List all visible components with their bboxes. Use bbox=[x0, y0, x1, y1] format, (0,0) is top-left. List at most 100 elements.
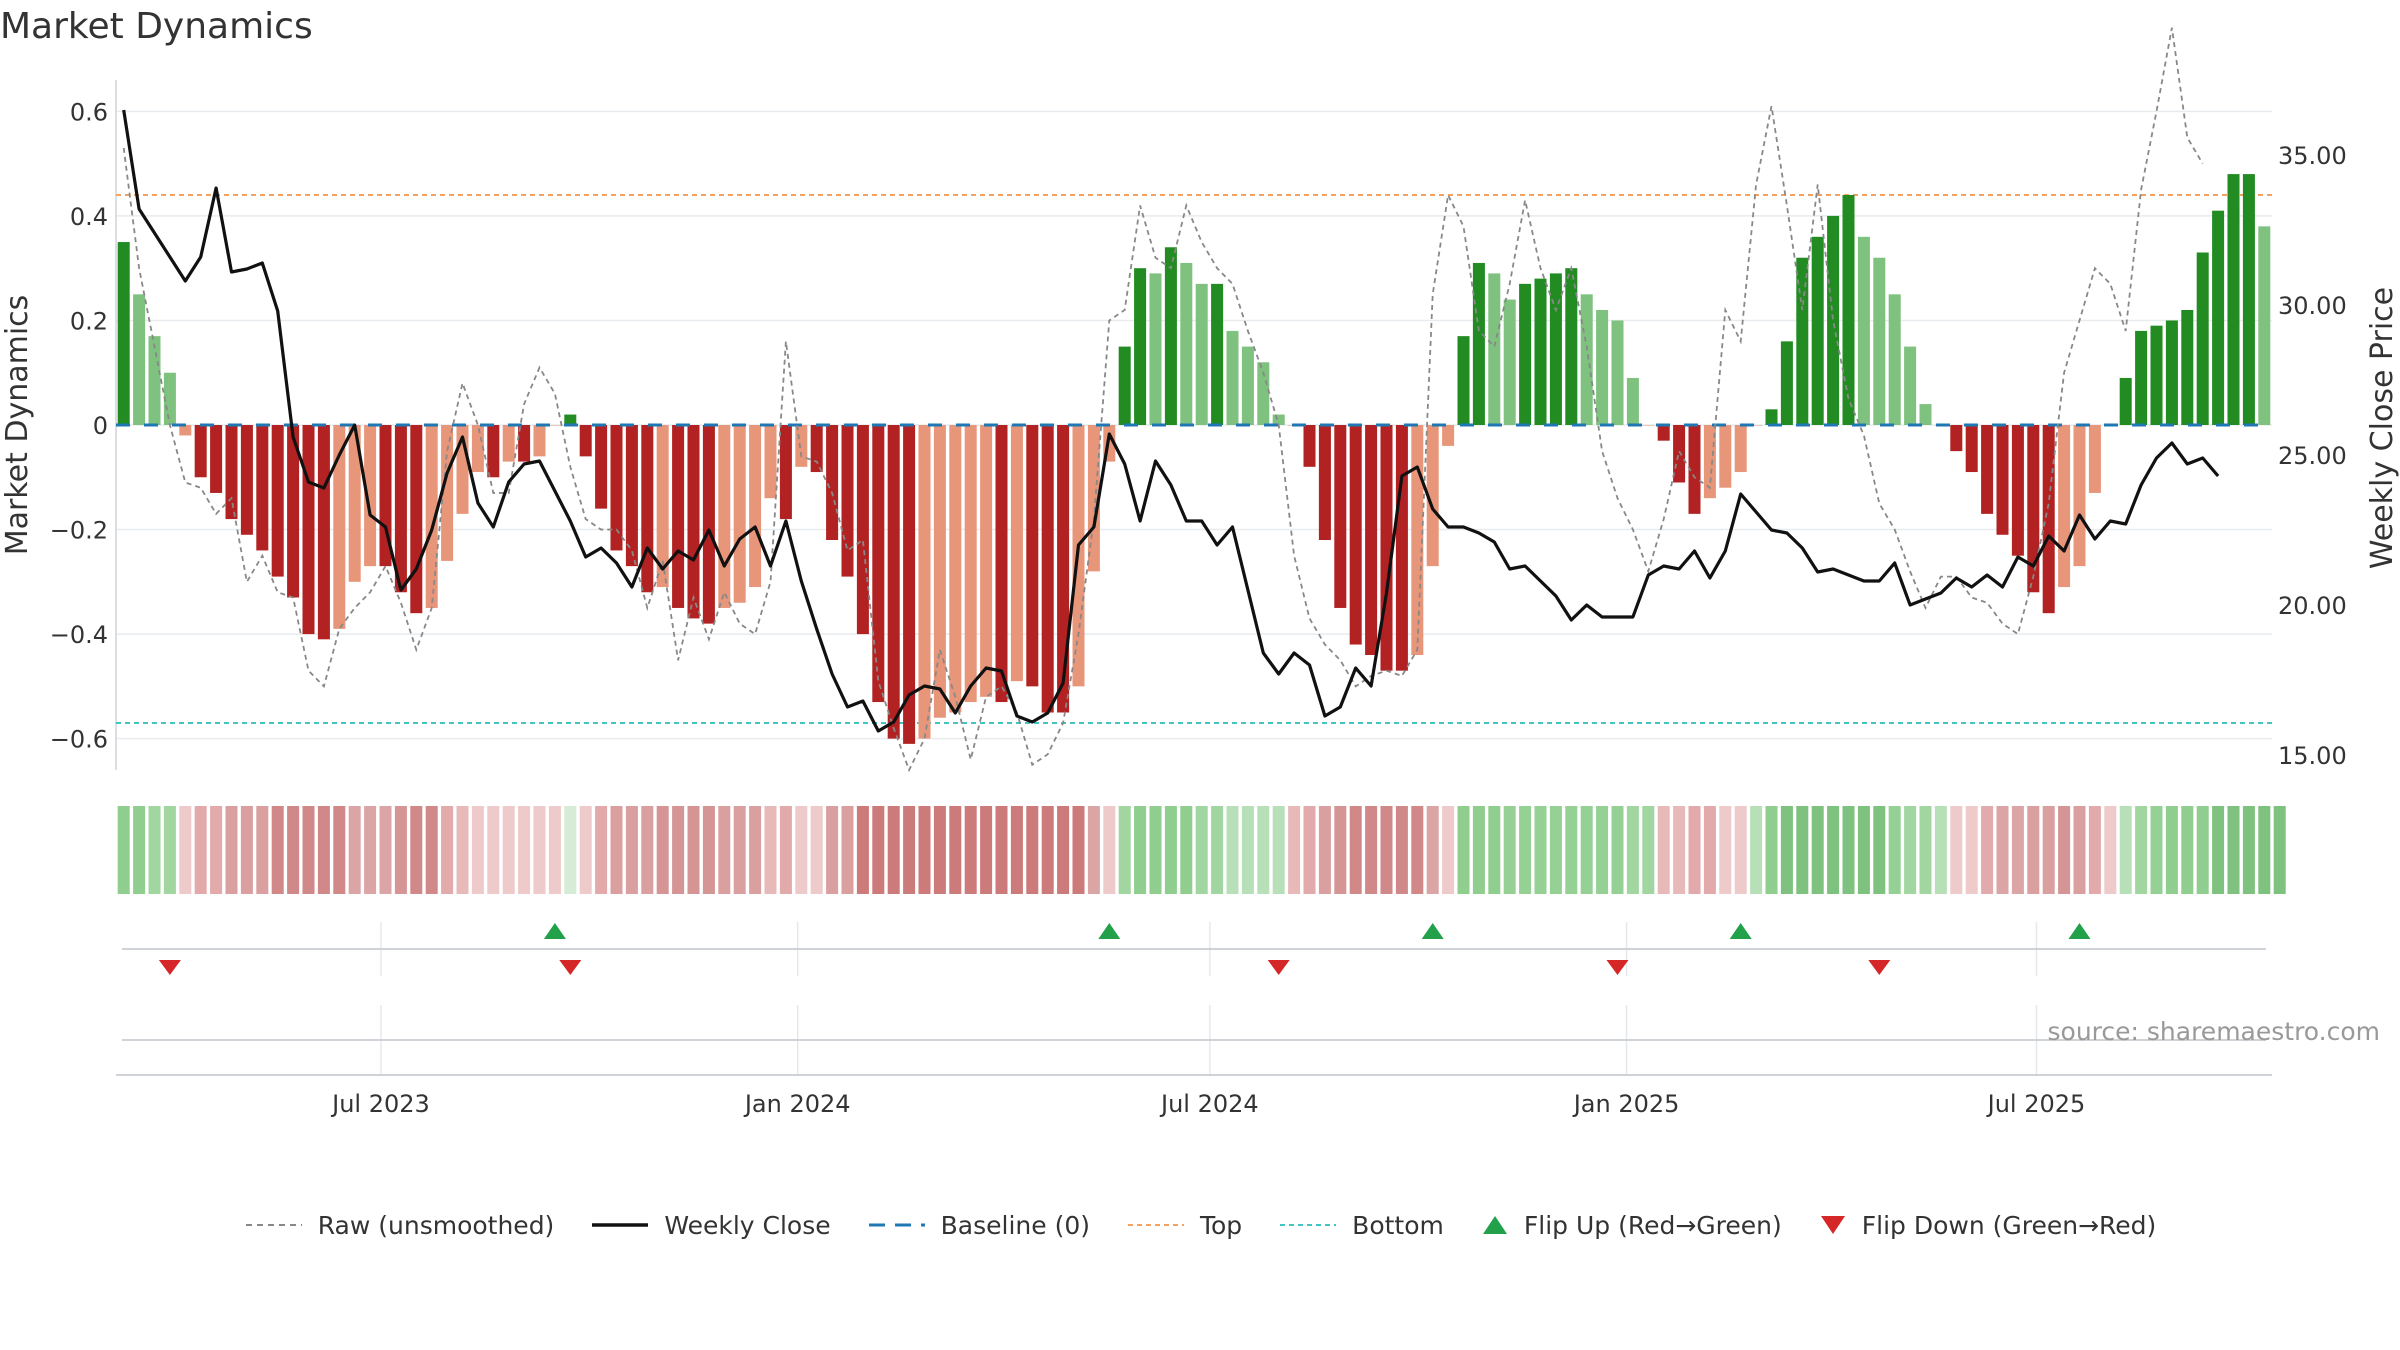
md-bar bbox=[1565, 268, 1578, 425]
md-bar bbox=[2119, 377, 2132, 425]
y2-tick-label: 15.00 bbox=[2278, 742, 2347, 770]
strip-cell bbox=[933, 806, 946, 894]
md-bar bbox=[1673, 425, 1686, 483]
x-tick-label: Jan 2025 bbox=[1572, 1090, 1680, 1118]
weekly-close-line bbox=[122, 109, 2220, 733]
strip-cell bbox=[1149, 806, 1162, 894]
md-bar bbox=[1950, 425, 1963, 452]
strip-cell bbox=[1657, 806, 1670, 894]
md-bar bbox=[317, 425, 330, 640]
strip-cell bbox=[117, 806, 130, 894]
strip-cell bbox=[1626, 806, 1639, 894]
strip-cell bbox=[1226, 806, 1239, 894]
flip-down-marker bbox=[158, 960, 181, 975]
md-bar bbox=[656, 425, 669, 588]
md-bar bbox=[2242, 174, 2255, 425]
strip-cell bbox=[1041, 806, 1054, 894]
legend-item-bottom: Bottom bbox=[1278, 1211, 1444, 1240]
md-bar bbox=[1334, 425, 1347, 608]
strip-cell bbox=[2027, 806, 2040, 894]
legend-item-baseline: Baseline (0) bbox=[867, 1211, 1090, 1240]
y-tick-label: −0.6 bbox=[50, 726, 108, 754]
md-bar bbox=[918, 425, 931, 739]
strip-cell bbox=[1318, 806, 1331, 894]
strip-cell bbox=[918, 806, 931, 894]
strip-cell bbox=[1365, 806, 1378, 894]
strip-cell bbox=[210, 806, 223, 894]
strip-cell bbox=[1750, 806, 1763, 894]
md-bar bbox=[1180, 262, 1193, 425]
md-bar bbox=[2027, 425, 2040, 593]
strip-cell bbox=[1411, 806, 1424, 894]
md-bar bbox=[1611, 320, 1624, 425]
md-bar bbox=[1318, 425, 1331, 540]
strip-cell bbox=[194, 806, 207, 894]
strip-cell bbox=[980, 806, 993, 894]
md-bar bbox=[1842, 195, 1855, 425]
strip-cell bbox=[1688, 806, 1701, 894]
md-bar bbox=[641, 425, 654, 593]
strip-cell bbox=[949, 806, 962, 894]
md-bar bbox=[1873, 257, 1886, 425]
y-tick-label: 0 bbox=[93, 412, 108, 440]
md-bar bbox=[348, 425, 361, 582]
strip-cell bbox=[2150, 806, 2163, 894]
strip-cell bbox=[795, 806, 808, 894]
strip-cell bbox=[394, 806, 407, 894]
strip-cell bbox=[1827, 806, 1840, 894]
strip-cell bbox=[2088, 806, 2101, 894]
strip-cell bbox=[1057, 806, 1070, 894]
md-bar bbox=[826, 425, 839, 540]
md-bar bbox=[1580, 294, 1593, 425]
md-bar bbox=[1488, 273, 1501, 425]
md-bar bbox=[441, 425, 454, 561]
md-bar bbox=[1164, 247, 1177, 425]
strip-cell bbox=[456, 806, 469, 894]
strip-cell bbox=[625, 806, 638, 894]
md-bar bbox=[810, 425, 823, 473]
md-bar bbox=[1857, 236, 1870, 425]
md-bar bbox=[1765, 409, 1778, 425]
strip-cell bbox=[548, 806, 561, 894]
strip-cell bbox=[1334, 806, 1347, 894]
md-bar bbox=[194, 425, 207, 478]
md-bar bbox=[287, 425, 300, 598]
md-bar bbox=[1365, 425, 1378, 655]
md-bar bbox=[625, 425, 638, 567]
strip-cell bbox=[1442, 806, 1455, 894]
strip-cell bbox=[533, 806, 546, 894]
strip-cell bbox=[2227, 806, 2240, 894]
y-tick-label: −0.4 bbox=[50, 621, 108, 649]
strip-cell bbox=[1087, 806, 1100, 894]
strip-cell bbox=[610, 806, 623, 894]
strip-cell bbox=[656, 806, 669, 894]
md-bar bbox=[394, 425, 407, 593]
md-bar bbox=[2212, 210, 2225, 425]
md-bar bbox=[1426, 425, 1439, 567]
legend-item-raw: Raw (unsmoothed) bbox=[244, 1211, 554, 1240]
md-bar bbox=[271, 425, 284, 577]
strip-cell bbox=[810, 806, 823, 894]
md-bar bbox=[548, 425, 561, 426]
reference-lines bbox=[116, 194, 2272, 724]
md-bar bbox=[1272, 414, 1285, 425]
strip-cell bbox=[887, 806, 900, 894]
strip-cell bbox=[1842, 806, 1855, 894]
y-axis-label: Market Dynamics bbox=[0, 295, 35, 556]
md-bar bbox=[117, 242, 130, 425]
md-bar bbox=[1503, 299, 1516, 425]
md-bar bbox=[687, 425, 700, 619]
flip-down-marker bbox=[1606, 960, 1629, 975]
strip-cell bbox=[718, 806, 731, 894]
strip-cell bbox=[271, 806, 284, 894]
strip-cell bbox=[1611, 806, 1624, 894]
strip-cell bbox=[1919, 806, 1932, 894]
md-bar bbox=[1195, 283, 1208, 425]
strip-cell bbox=[1719, 806, 1732, 894]
md-bar bbox=[518, 425, 531, 462]
strip-cell bbox=[1426, 806, 1439, 894]
md-bar bbox=[502, 425, 515, 462]
strip-cell bbox=[1580, 806, 1593, 894]
md-bar bbox=[1303, 425, 1316, 467]
md-bar bbox=[964, 425, 977, 703]
